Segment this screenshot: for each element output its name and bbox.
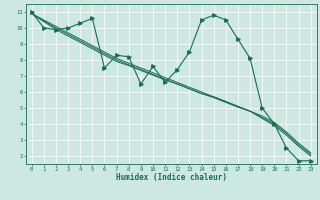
X-axis label: Humidex (Indice chaleur): Humidex (Indice chaleur) (116, 173, 227, 182)
